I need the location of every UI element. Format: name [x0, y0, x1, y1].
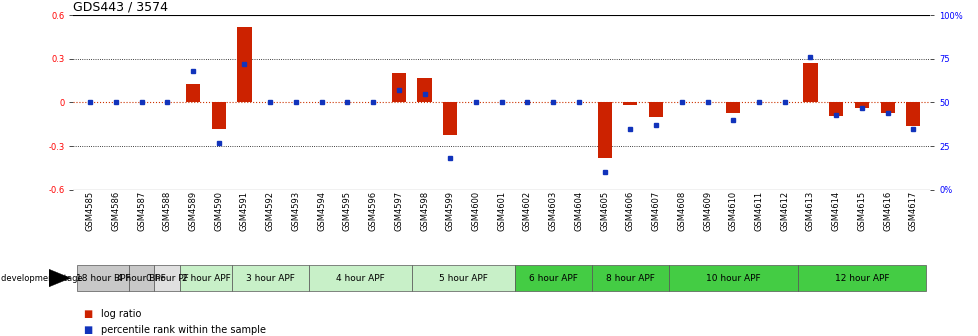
Text: percentile rank within the sample: percentile rank within the sample [101, 325, 266, 335]
Text: 4 hour BPF: 4 hour BPF [117, 274, 166, 283]
Bar [211, 102, 226, 129]
Bar [648, 102, 662, 117]
Bar [155, 265, 180, 291]
Text: 18 hour BPF: 18 hour BPF [75, 274, 130, 283]
Bar [591, 265, 668, 291]
Text: development stage: development stage [1, 274, 83, 283]
Text: 10 hour APF: 10 hour APF [705, 274, 760, 283]
Text: GDS443 / 3574: GDS443 / 3574 [73, 1, 168, 14]
Bar [514, 265, 591, 291]
Bar [726, 102, 739, 113]
Bar [391, 73, 406, 102]
Bar [854, 102, 868, 108]
Text: log ratio: log ratio [101, 309, 141, 319]
Bar [238, 27, 251, 102]
Bar [443, 102, 457, 134]
Bar [797, 265, 925, 291]
Bar [597, 102, 611, 158]
Bar [128, 265, 155, 291]
Bar [417, 78, 431, 102]
Bar [803, 63, 817, 102]
Text: 4 hour APF: 4 hour APF [335, 274, 384, 283]
Text: 5 hour APF: 5 hour APF [438, 274, 487, 283]
Bar [879, 102, 894, 113]
Bar [668, 265, 797, 291]
Bar [186, 84, 200, 102]
Text: 3 hour APF: 3 hour APF [245, 274, 294, 283]
Bar [412, 265, 514, 291]
Text: 12 hour APF: 12 hour APF [834, 274, 888, 283]
Bar [623, 102, 637, 106]
Polygon shape [49, 269, 70, 287]
Text: ■: ■ [83, 309, 92, 319]
Text: 2 hour APF: 2 hour APF [181, 274, 230, 283]
Text: 6 hour APF: 6 hour APF [528, 274, 577, 283]
Text: 8 hour APF: 8 hour APF [605, 274, 654, 283]
Bar [77, 265, 128, 291]
Text: ■: ■ [83, 325, 92, 335]
Bar [232, 265, 308, 291]
Bar [828, 102, 842, 116]
Text: 0 hour PF: 0 hour PF [146, 274, 189, 283]
Bar [906, 102, 919, 126]
Bar [180, 265, 232, 291]
Bar [308, 265, 412, 291]
